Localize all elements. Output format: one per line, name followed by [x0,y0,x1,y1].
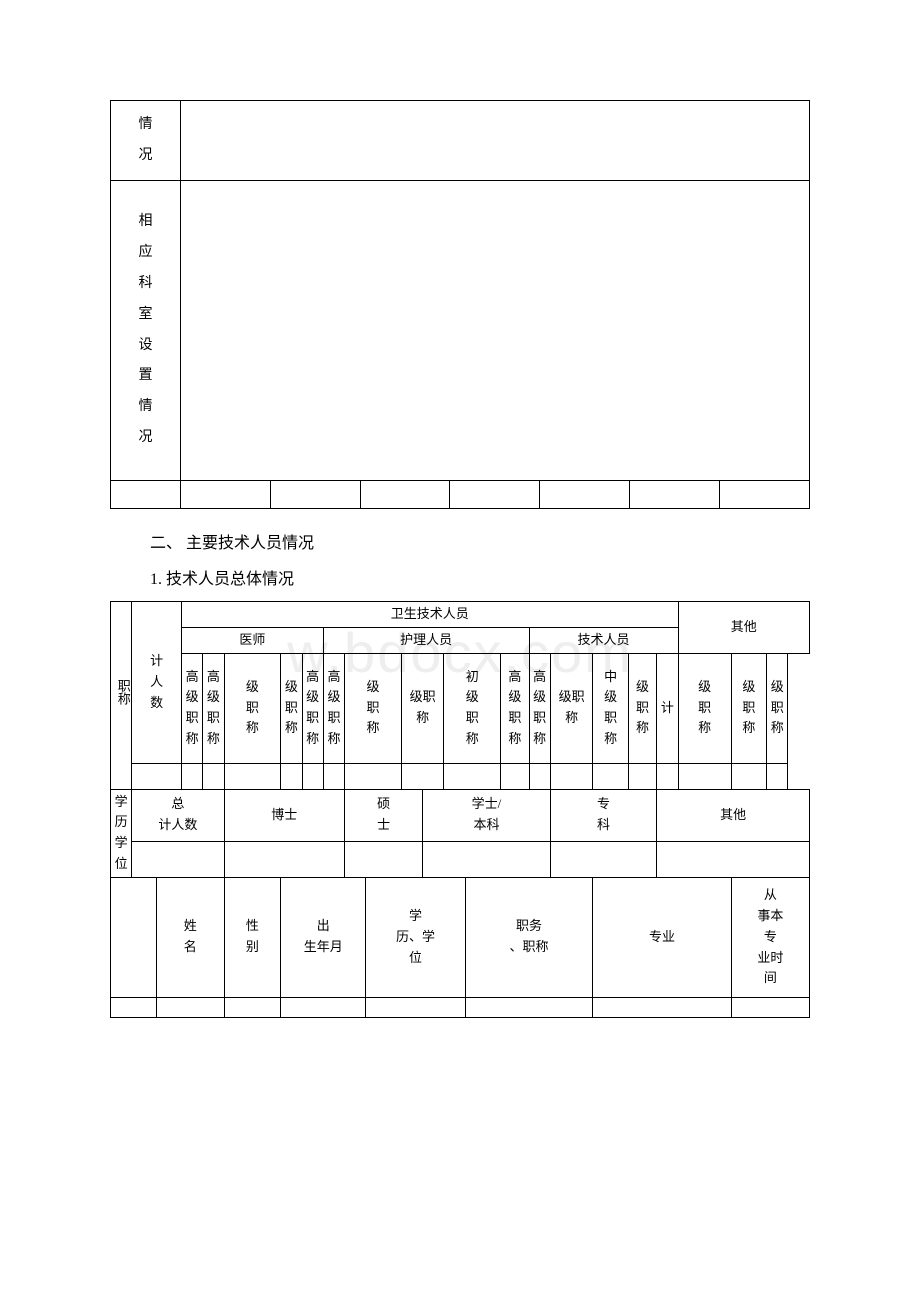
d-r4-15 [628,763,656,789]
hdr-p-xueli: 学历、学位 [366,877,465,997]
d-r4-6 [302,763,323,789]
hdr-shuoshi: 硕士 [345,789,423,841]
hdr-j-g1: 高级职称 [501,653,529,763]
hdr-huli: 护理人员 [323,627,529,653]
hdr-j-g2: 高级职称 [529,653,550,763]
hdr-xingming: 姓名 [157,877,224,997]
cell-r3-8 [720,481,810,509]
d-r4-9 [401,763,444,789]
cell-r3-7 [630,481,720,509]
d-r4-14 [593,763,628,789]
d-p-5 [465,997,593,1017]
hdr-zhuanye: 专业 [593,877,731,997]
d-r4-17 [678,763,731,789]
cell-r3-4 [360,481,450,509]
hdr-weisheng: 卫生技术人员 [181,602,678,628]
label-keshi: 相应科室设置情况 [111,181,181,481]
section-2-sub: 1. 技术人员总体情况 [150,565,810,589]
cell-r3-6 [540,481,630,509]
section-2-title: 二、 主要技术人员情况 [150,529,810,553]
hdr-y-jz2: 级职称 [281,653,302,763]
hdr-h-g2: 高级职称 [323,653,344,763]
hdr-congshi: 从事本专业时间 [731,877,809,997]
hdr-y-jz1: 级职称 [224,653,281,763]
hdr-j-jz1: 级职称 [550,653,593,763]
d-r4-3 [203,763,224,789]
hdr-h-jz2a: 级职称 [401,653,444,763]
hdr-xueli: 学历学位 [111,789,132,877]
d-r4-2 [181,763,202,789]
d-p-4 [366,997,465,1017]
d-p-0 [111,997,157,1017]
hdr-q-jz1: 级职称 [678,653,731,763]
d-r4-18 [731,763,766,789]
hdr-y-g1: 高级职称 [181,653,202,763]
d-xl-1 [132,841,224,877]
hdr-q-ji: 计 [657,653,678,763]
d-xl-5 [550,841,656,877]
d-r4-16 [657,763,678,789]
hdr-qita: 其他 [678,602,810,654]
d-r4-12 [529,763,550,789]
hdr-xueshi: 学士/本科 [423,789,551,841]
hdr-zhuanke: 专科 [550,789,656,841]
cell-r3-2 [180,481,270,509]
d-p-1 [157,997,224,1017]
d-xl-4 [423,841,551,877]
hdr-yishi: 医师 [181,627,323,653]
hdr-j-jz2: 级职称 [628,653,656,763]
d-r4-1 [132,763,182,789]
d-xl-3 [345,841,423,877]
hdr-zongji: 总计人数 [132,789,224,841]
d-r4-13 [550,763,593,789]
label-qingkuang: 情况 [111,101,181,181]
d-r4-8 [345,763,402,789]
cell-keshi-content [180,181,809,481]
d-r4-10 [444,763,501,789]
hdr-jishu: 技术人员 [529,627,678,653]
hdr-j-zhong: 中级职称 [593,653,628,763]
cell-r3-5 [450,481,540,509]
personnel-table: 职称 计人数 卫生技术人员 其他 医师 护理人员 技术人员 高级职称 高级职称 … [110,601,810,1018]
hdr-h-jz1: 级职称 [345,653,402,763]
hdr-boshi: 博士 [224,789,345,841]
hdr-jirenshu: 计人数 [132,602,182,764]
d-r4-7 [323,763,344,789]
d-r4-11 [501,763,529,789]
info-table-top: 情况 相应科室设置情况 [110,100,810,509]
hdr-h-g1: 高级职称 [302,653,323,763]
cell-r3-1 [111,481,181,509]
hdr-zhicheng: 职称 [111,602,132,790]
d-p-3 [281,997,366,1017]
hdr-q-jz2: 级职称 [731,653,766,763]
d-p-2 [224,997,281,1017]
cell-qingkuang-content [180,101,809,181]
d-p-7 [731,997,809,1017]
hdr-bie: 性别 [224,877,281,997]
d-r4-5 [281,763,302,789]
cell-r3-3 [270,481,360,509]
d-r4-19 [767,763,788,789]
hdr-zhiwu: 职务、职称 [465,877,593,997]
hdr-q-jz3: 级职称 [767,653,788,763]
hdr-h-chu: 初级职称 [444,653,501,763]
hdr-xlqita: 其他 [657,789,810,841]
hdr-chusheng: 出生年月 [281,877,366,997]
d-xl-2 [224,841,345,877]
d-xl-6 [657,841,810,877]
d-r4-4 [224,763,281,789]
hdr-p-blank [111,877,157,997]
d-p-6 [593,997,731,1017]
hdr-y-g2: 高级职称 [203,653,224,763]
